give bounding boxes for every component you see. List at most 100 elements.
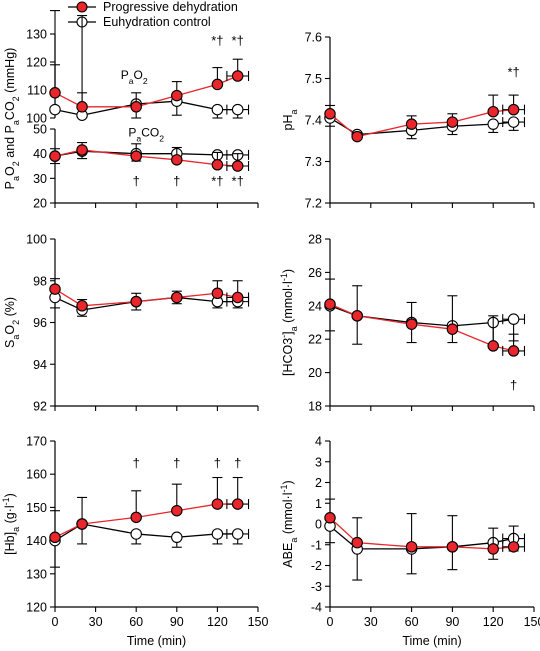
y-tick-label: 30 <box>33 172 47 186</box>
data-point <box>130 295 142 308</box>
significance-marker: *† <box>232 33 244 48</box>
series-dehydration-pao2 <box>49 58 250 113</box>
y-tick-label: 26 <box>308 266 322 280</box>
legend: Progressive dehydration Euhydration cont… <box>68 0 238 29</box>
data-point <box>231 103 244 116</box>
data-point <box>211 78 224 91</box>
y-tick-label: 100 <box>26 112 47 126</box>
significance-marker: † <box>234 456 241 471</box>
data-point <box>130 150 142 162</box>
y-tick-label: 160 <box>26 468 47 482</box>
y-tick-label: 2 <box>315 476 322 490</box>
data-point <box>487 340 499 352</box>
significance-marker: *† <box>232 174 244 189</box>
data-point <box>49 103 61 116</box>
y-axis-label: pHa <box>281 110 299 131</box>
series-dehydration <box>324 94 526 143</box>
y-tick-label: 7.5 <box>305 72 322 86</box>
annotation-paco2: PaCO2 <box>128 125 164 143</box>
x-axis-label: Time (min) <box>402 634 461 648</box>
y-tick-label: 98 <box>33 274 47 288</box>
data-point <box>49 531 61 544</box>
x-tick-label: 90 <box>170 615 184 629</box>
y-tick-label: 110 <box>27 84 47 98</box>
y-tick-label: -4 <box>311 601 322 615</box>
panel-a: 100 110 120 130 20 30 40 50 PaO2 and PaCO2 (mmHg… <box>3 10 259 211</box>
data-point <box>171 154 183 166</box>
significance-marker: *† <box>211 174 223 189</box>
data-point <box>507 313 520 325</box>
x-tick-label: 0 <box>52 615 59 629</box>
y-tick-label: 150 <box>26 501 47 515</box>
y-tick-label: 7.2 <box>305 197 322 211</box>
series-dehydration-paco2 <box>49 142 250 172</box>
significance-marker: † <box>173 456 180 471</box>
y-tick-label: 100 <box>26 233 47 247</box>
data-point <box>76 300 88 312</box>
legend-marker-dehydration <box>76 1 88 13</box>
x-tick-label: 120 <box>207 615 228 629</box>
data-point <box>446 323 459 335</box>
data-point <box>324 512 336 524</box>
data-point <box>405 318 418 330</box>
x-tick-label: 150 <box>248 615 269 629</box>
x-tick-label: 30 <box>364 615 378 629</box>
significance-marker: † <box>510 377 517 392</box>
y-tick-label: 28 <box>308 233 322 247</box>
data-point <box>231 498 244 510</box>
y-tick-label: 22 <box>308 333 322 347</box>
y-tick-label: 3 <box>315 455 322 469</box>
x-tick-label: 90 <box>445 615 459 629</box>
series-dehydration <box>49 278 250 312</box>
data-point <box>76 518 88 530</box>
data-point <box>211 528 224 540</box>
y-axis-label: [HCO3-]a (mmol·l-1) <box>279 269 299 376</box>
data-point <box>130 511 142 524</box>
y-tick-label: 130 <box>26 567 47 581</box>
x-axis-label: Time (min) <box>127 634 186 648</box>
y-tick-label: -3 <box>311 580 322 594</box>
data-point <box>351 130 363 143</box>
y-tick-label: 92 <box>33 400 47 414</box>
data-point <box>405 118 418 130</box>
y-axis-label: [Hb]a (g·l-1) <box>1 493 21 555</box>
y-tick-label: 1 <box>315 497 322 511</box>
y-tick-label: -2 <box>311 559 322 573</box>
y-tick-label: 50 <box>33 123 47 137</box>
legend-item-dehydration: Progressive dehydration <box>68 0 238 14</box>
data-point <box>171 291 183 304</box>
annotation-pao2: PaO2 <box>121 68 148 86</box>
data-point <box>507 116 520 128</box>
y-tick-label: 130 <box>26 28 47 42</box>
panel-f: -4 -3 -2 -1 0 1 2 3 4 0 30 60 90 120 150 Time (min) ABEa… <box>279 435 540 649</box>
y-tick-label: 7.3 <box>305 155 322 169</box>
data-point <box>405 541 418 553</box>
data-point <box>324 108 336 120</box>
panel-c: 92 94 96 98 100 SaO2 (%) <box>3 233 259 414</box>
series-dehydration <box>324 278 526 357</box>
panel-b: 7.2 7.3 7.4 7.5 7.6 pHa *† <box>281 31 535 211</box>
data-point <box>231 160 244 172</box>
y-tick-label: 18 <box>308 400 322 414</box>
data-point <box>507 103 520 116</box>
y-tick-label: 96 <box>33 316 47 330</box>
data-point <box>487 118 499 130</box>
data-point <box>446 116 459 128</box>
x-tick-label: 0 <box>327 615 334 629</box>
series-control <box>324 300 526 345</box>
data-point <box>507 345 520 357</box>
data-point <box>211 103 224 116</box>
panel-d: 18 20 22 24 26 28 [HCO3-]a (mmol·l-1) † <box>279 233 535 414</box>
data-point <box>231 291 244 304</box>
legend-label-control: Euhydration control <box>103 15 211 29</box>
data-point <box>507 541 520 553</box>
data-point <box>324 298 336 310</box>
data-point <box>76 144 88 156</box>
y-tick-label: 4 <box>315 435 322 449</box>
x-tick-label: 60 <box>129 615 143 629</box>
significance-marker: *† <box>211 33 223 48</box>
y-tick-label: 20 <box>308 366 322 380</box>
data-point <box>49 283 61 295</box>
